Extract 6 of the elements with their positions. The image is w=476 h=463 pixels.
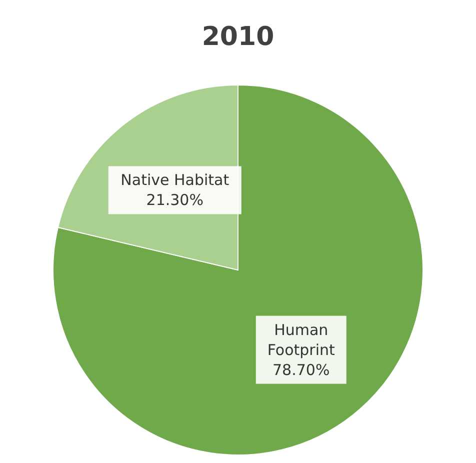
data-label: 21.30% — [146, 191, 204, 210]
slice-label: Native Habitat — [120, 171, 230, 190]
slice-label: Human Footprint — [267, 320, 336, 359]
data-label: 78.70% — [272, 360, 330, 379]
pie-slice — [52, 84, 424, 456]
chart-title: 2010 — [202, 22, 274, 52]
